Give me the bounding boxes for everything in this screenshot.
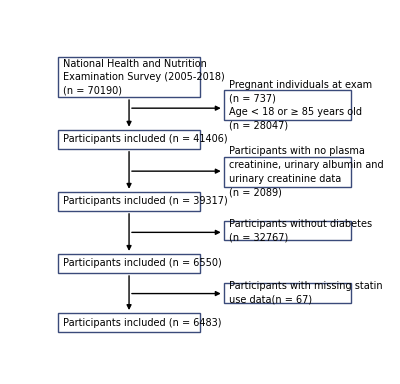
FancyBboxPatch shape bbox=[224, 91, 351, 120]
Text: National Health and Nutrition
Examination Survey (2005-2018)
(n = 70190): National Health and Nutrition Examinatio… bbox=[63, 58, 225, 96]
Text: Participants included (n = 6483): Participants included (n = 6483) bbox=[63, 318, 222, 328]
FancyBboxPatch shape bbox=[58, 192, 200, 211]
Text: Participants with no plasma
creatinine, urinary albumin and
urinary creatinine d: Participants with no plasma creatinine, … bbox=[229, 146, 384, 197]
FancyBboxPatch shape bbox=[58, 254, 200, 273]
Text: Participants included (n = 39317): Participants included (n = 39317) bbox=[63, 196, 228, 206]
FancyBboxPatch shape bbox=[58, 313, 200, 332]
FancyBboxPatch shape bbox=[58, 130, 200, 149]
FancyBboxPatch shape bbox=[224, 221, 351, 240]
Text: Participants included (n = 6550): Participants included (n = 6550) bbox=[63, 258, 222, 268]
FancyBboxPatch shape bbox=[58, 57, 200, 97]
Text: Pregnant individuals at exam
(n = 737)
Age < 18 or ≥ 85 years old
(n = 28047): Pregnant individuals at exam (n = 737) A… bbox=[229, 80, 372, 131]
Text: Participants without diabetes
(n = 32767): Participants without diabetes (n = 32767… bbox=[229, 219, 372, 243]
FancyBboxPatch shape bbox=[224, 157, 351, 187]
FancyBboxPatch shape bbox=[224, 283, 351, 303]
Text: Participants with missing statin
use data(n = 67): Participants with missing statin use dat… bbox=[229, 281, 383, 305]
Text: Participants included (n = 41406): Participants included (n = 41406) bbox=[63, 134, 228, 144]
